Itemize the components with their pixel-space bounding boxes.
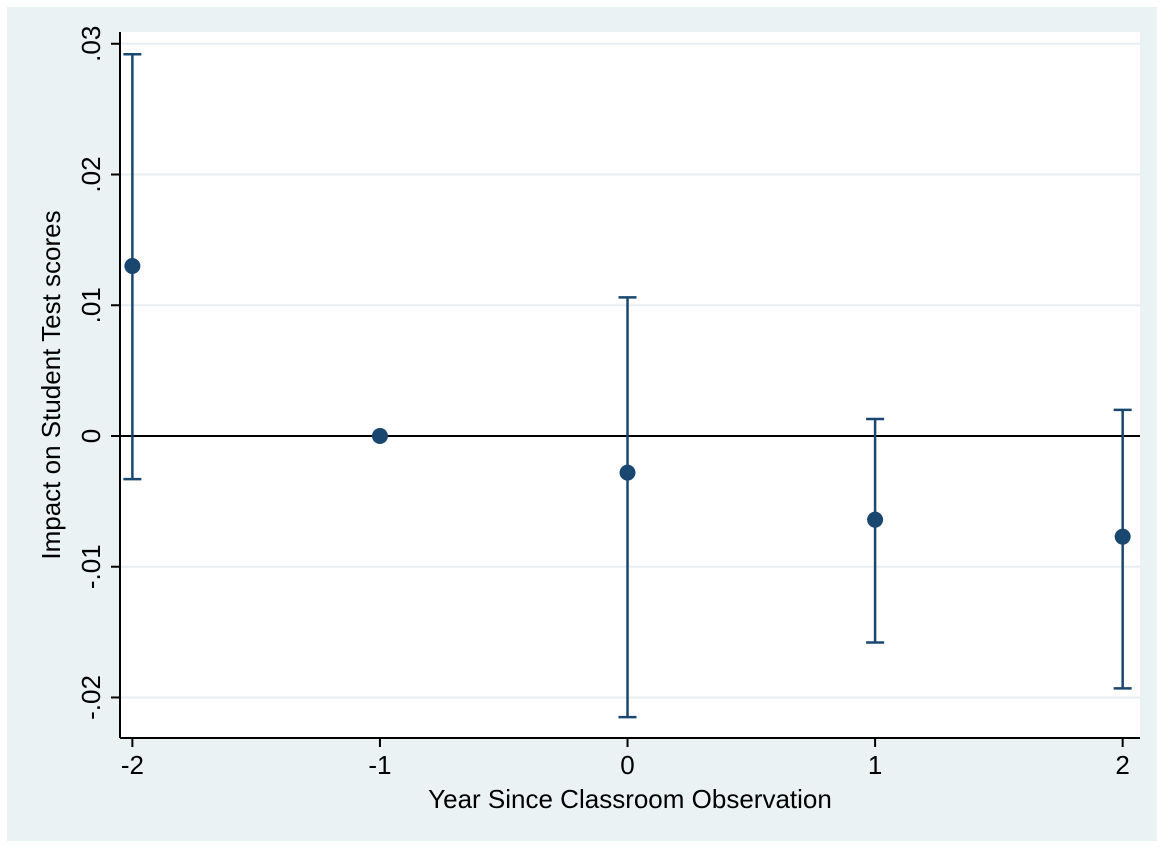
x-axis-title: Year Since Classroom Observation: [428, 784, 832, 814]
y-axis-ticks: -.02 -.01 0 .01 .02 .03: [76, 26, 120, 720]
error-bars: [123, 52, 1132, 719]
point-marker: [124, 258, 141, 275]
point-marker: [371, 427, 388, 444]
point-marker: [867, 511, 884, 528]
y-tick-label: .02: [76, 156, 106, 192]
point-marker: [619, 464, 636, 481]
x-tick-label: -1: [368, 750, 391, 780]
y-axis-title: Impact on Student Test scores: [36, 210, 66, 559]
gridlines: [120, 42, 1140, 699]
x-tick-label: 1: [868, 750, 882, 780]
x-tick-label: -2: [121, 750, 144, 780]
y-tick-label: .01: [76, 287, 106, 323]
point-marker: [1114, 528, 1131, 545]
y-tick-label: -.01: [76, 544, 106, 589]
y-tick-label: .03: [76, 26, 106, 62]
plot-area: [120, 32, 1140, 738]
x-tick-label: 2: [1115, 750, 1129, 780]
x-tick-label: 0: [620, 750, 634, 780]
y-tick-label: -.02: [76, 675, 106, 720]
x-axis-ticks: -2 -1 0 1 2: [121, 738, 1130, 780]
point-markers: [124, 258, 1131, 545]
y-tick-label: 0: [76, 429, 106, 443]
